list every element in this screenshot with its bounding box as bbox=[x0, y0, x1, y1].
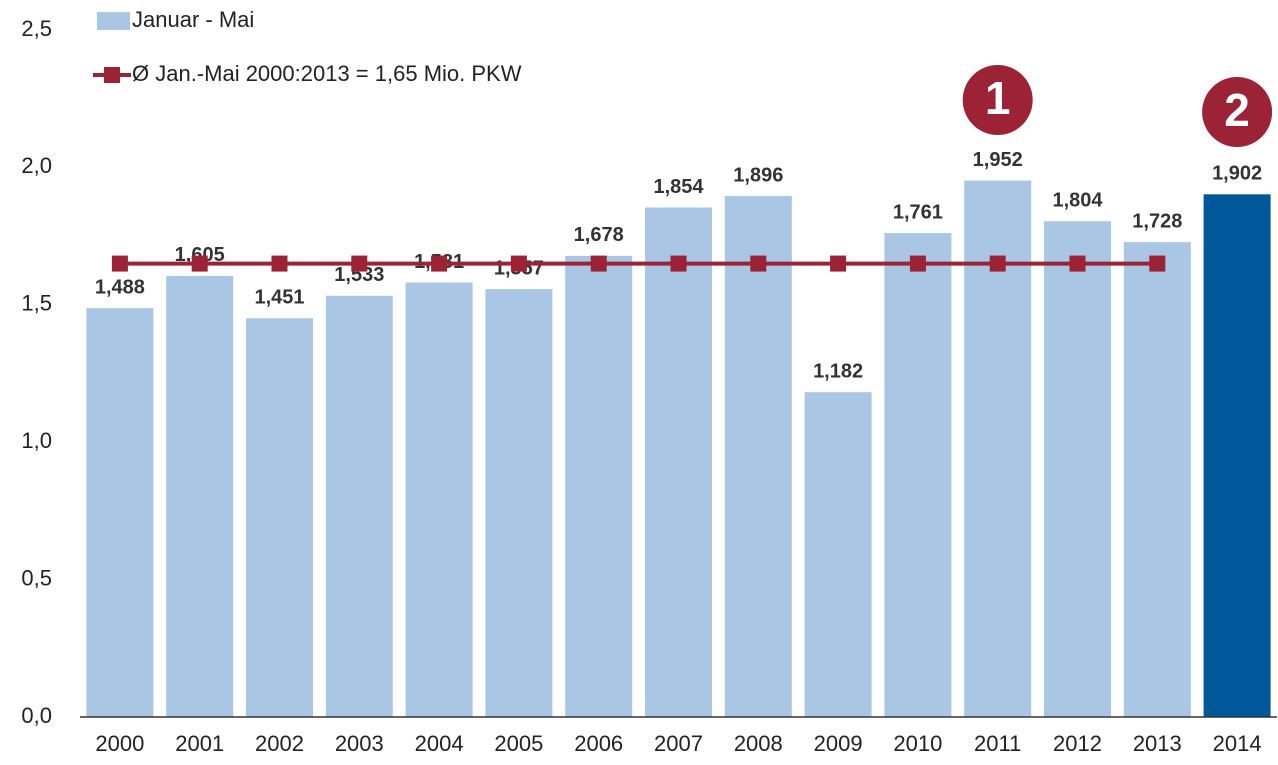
legend-label: Januar - Mai bbox=[132, 7, 254, 32]
line-marker bbox=[750, 255, 767, 272]
x-tick-label: 2013 bbox=[1133, 731, 1182, 756]
x-tick-label: 2014 bbox=[1213, 731, 1262, 756]
bar bbox=[166, 275, 234, 717]
legend-swatch-marker bbox=[104, 67, 120, 83]
bar bbox=[1123, 242, 1191, 717]
value-label: 1,761 bbox=[893, 201, 943, 223]
line-marker bbox=[351, 255, 368, 272]
bar bbox=[405, 282, 473, 717]
legend-swatch-bar bbox=[97, 12, 130, 30]
y-tick-label: 0,5 bbox=[21, 565, 52, 590]
x-tick-label: 2002 bbox=[255, 731, 304, 756]
bar bbox=[645, 207, 712, 717]
line-marker bbox=[909, 255, 926, 272]
x-tick-label: 2008 bbox=[734, 731, 783, 756]
line-marker bbox=[670, 255, 687, 272]
y-tick-label: 2,5 bbox=[21, 16, 52, 41]
line-marker bbox=[271, 255, 288, 272]
value-label: 1,952 bbox=[973, 149, 1023, 171]
x-tick-label: 2005 bbox=[494, 731, 543, 756]
annotation-label: 2 bbox=[1224, 84, 1250, 136]
y-tick-label: 0,0 bbox=[21, 703, 52, 728]
annotation-badge bbox=[1202, 77, 1273, 147]
x-tick-label: 2011 bbox=[974, 731, 1021, 756]
value-label: 1,451 bbox=[254, 287, 304, 309]
bar bbox=[565, 255, 633, 717]
line-marker bbox=[1069, 255, 1086, 272]
x-tick-label: 2006 bbox=[574, 731, 623, 756]
value-label: 1,182 bbox=[813, 360, 863, 382]
annotation-label: 1 bbox=[985, 72, 1011, 124]
value-label: 1,533 bbox=[334, 264, 384, 286]
value-label: 1,678 bbox=[574, 224, 624, 246]
x-tick-label: 2001 bbox=[175, 731, 224, 756]
line-marker bbox=[510, 255, 527, 272]
legend-label: Ø Jan.-Mai 2000:2013 = 1,65 Mio. PKW bbox=[132, 61, 522, 86]
x-tick-label: 2012 bbox=[1053, 731, 1102, 756]
value-label: 1,804 bbox=[1052, 190, 1103, 212]
bar bbox=[485, 289, 553, 717]
line-marker bbox=[191, 255, 208, 272]
bar bbox=[884, 233, 952, 717]
value-label: 1,902 bbox=[1212, 163, 1262, 185]
line-marker bbox=[111, 255, 128, 272]
y-tick-label: 2,0 bbox=[21, 153, 52, 178]
bar bbox=[1203, 194, 1271, 718]
line-marker bbox=[989, 255, 1006, 272]
x-tick-label: 2003 bbox=[335, 731, 384, 756]
bar bbox=[724, 195, 792, 718]
bar bbox=[325, 295, 393, 717]
line-marker bbox=[590, 255, 607, 272]
x-tick-label: 2010 bbox=[893, 731, 942, 756]
line-marker bbox=[1149, 255, 1166, 272]
value-label: 1,728 bbox=[1132, 210, 1182, 232]
x-tick-label: 2009 bbox=[814, 731, 863, 756]
bar bbox=[246, 318, 313, 717]
x-tick-label: 2007 bbox=[654, 731, 703, 756]
y-tick-label: 1,5 bbox=[21, 291, 52, 316]
bar bbox=[1044, 221, 1111, 717]
annotation-badge bbox=[962, 65, 1033, 135]
bar bbox=[804, 392, 872, 717]
bar bbox=[86, 308, 154, 717]
value-label: 1,896 bbox=[733, 164, 783, 186]
value-label: 1,854 bbox=[653, 176, 704, 198]
x-tick-label: 2004 bbox=[415, 731, 464, 756]
value-label: 1,605 bbox=[175, 244, 225, 266]
line-marker bbox=[830, 255, 847, 272]
value-label: 1,488 bbox=[95, 276, 145, 298]
x-tick-label: 2000 bbox=[95, 731, 144, 756]
y-tick-label: 1,0 bbox=[21, 428, 52, 453]
line-marker bbox=[431, 255, 448, 272]
